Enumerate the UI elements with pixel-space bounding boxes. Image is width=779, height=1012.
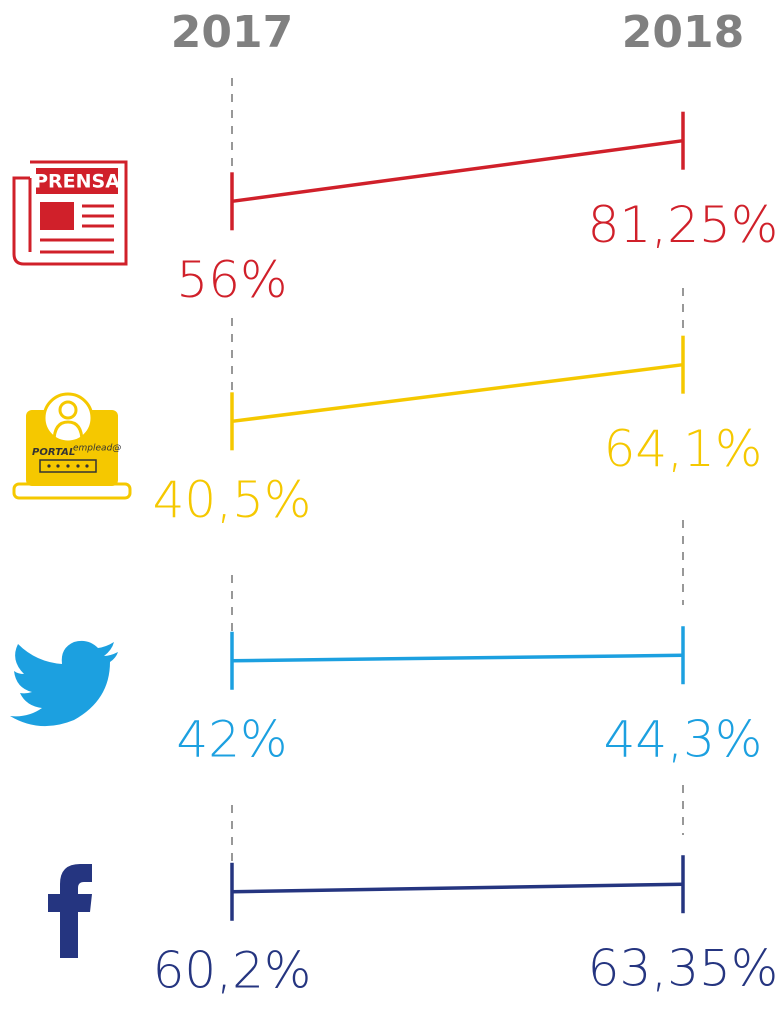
slope-line	[231, 362, 684, 424]
facebook-icon	[48, 864, 92, 958]
value-label: 44,3%	[604, 711, 763, 769]
slope-line	[231, 653, 684, 663]
value-label: 42%	[176, 710, 287, 768]
value-label: 64,1%	[604, 420, 763, 478]
year-label: 2017	[171, 7, 293, 58]
value-label: 63,35%	[588, 940, 779, 998]
slope-line	[231, 138, 684, 204]
portal-sup-label: emplead@	[73, 444, 121, 454]
portal-icon: PORTAL emplead@	[12, 392, 132, 500]
value-label: 60,2%	[153, 941, 312, 999]
portal-label: PORTAL	[32, 447, 75, 458]
press-label: PRENSA	[34, 171, 120, 193]
value-label: 56%	[176, 251, 287, 309]
twitter-icon	[10, 640, 118, 727]
dashed-guides	[231, 78, 684, 880]
slope-line	[231, 882, 684, 894]
press-icon: PRENSA	[12, 160, 128, 266]
value-label: 81,25%	[588, 196, 779, 254]
value-label: 40,5%	[153, 471, 312, 529]
year-label: 2018	[622, 7, 744, 58]
